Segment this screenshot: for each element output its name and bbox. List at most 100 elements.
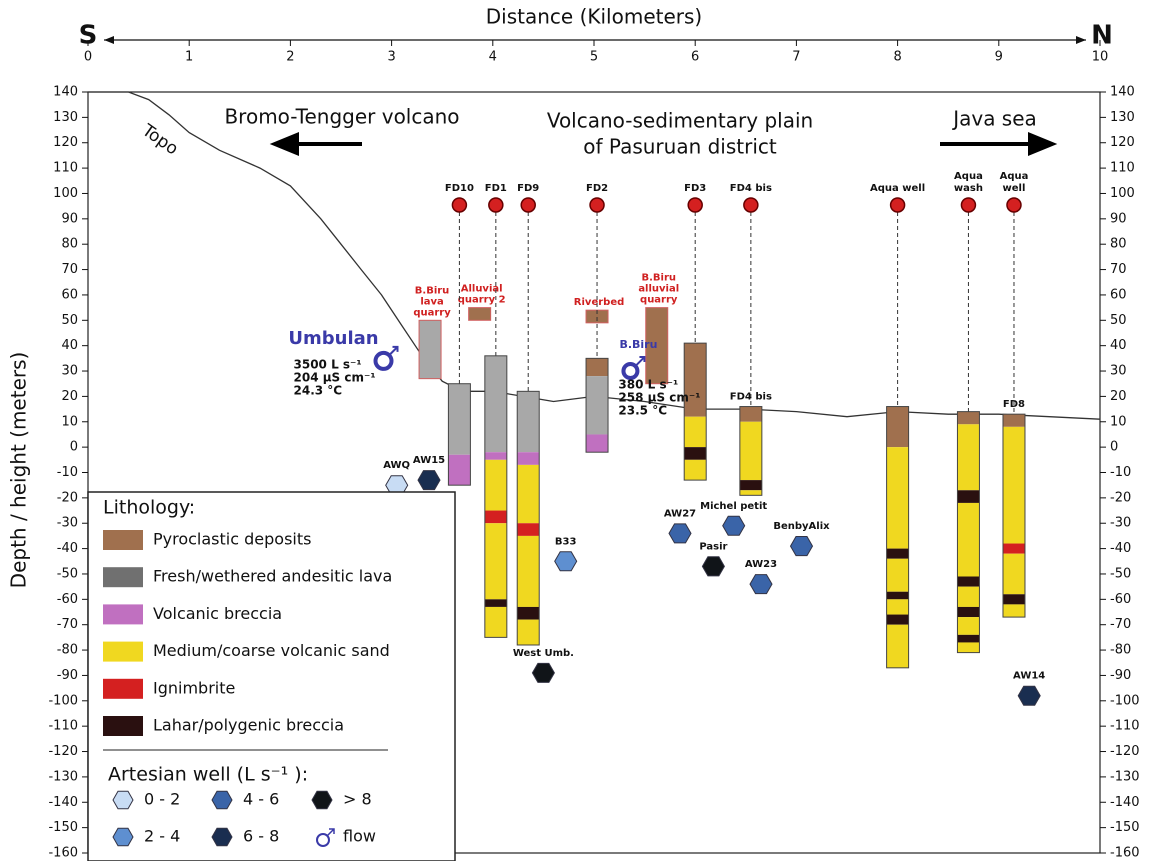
layer (586, 434, 609, 453)
layer (957, 411, 980, 425)
legend-hex (211, 790, 233, 810)
y-tick-label: -100 (48, 693, 78, 708)
legend-hex (311, 790, 333, 810)
layer (886, 614, 909, 625)
well-label: Pasir (699, 541, 727, 552)
legend-hex (112, 790, 134, 810)
layer (1002, 553, 1025, 595)
y2-tick-label: 30 (1110, 364, 1127, 379)
y-tick-label: 70 (61, 262, 78, 277)
spring-info: 23.5 °C (618, 404, 667, 418)
well-label: B33 (555, 536, 577, 547)
borehole-marker (889, 197, 906, 213)
y-tick-label: 80 (61, 237, 78, 252)
layer (517, 606, 540, 620)
layer (684, 447, 707, 460)
y-tick-label: -90 (57, 668, 78, 683)
borehole-outline (886, 406, 910, 669)
layer (1002, 604, 1025, 618)
well-marker (1017, 685, 1041, 706)
column-label: FD8 (1003, 399, 1025, 410)
borehole-outline (739, 406, 763, 496)
layer (684, 343, 707, 417)
borehole-label: Aqua (1000, 171, 1029, 182)
legend-hex (211, 827, 233, 847)
y2-tick-label: -110 (1110, 719, 1140, 734)
y-tick-label: 60 (61, 287, 78, 302)
layer (957, 617, 980, 635)
x-tick-label: 10 (1092, 50, 1109, 65)
y-tick-label: 110 (53, 161, 78, 176)
annotation: Bromo-Tengger volcano (224, 105, 459, 129)
spring-marker (373, 350, 394, 371)
borehole-label: FD3 (684, 183, 706, 194)
layer (484, 452, 507, 460)
layer (739, 490, 762, 496)
layer (957, 606, 980, 618)
y2-tick-label: 20 (1110, 389, 1127, 404)
x-tick-label: 7 (792, 50, 800, 65)
y2-tick-label: -30 (1110, 516, 1131, 531)
sample-label: quarry 2 (458, 295, 506, 306)
x-tick-label: 0 (84, 50, 92, 65)
borehole-outline (1002, 413, 1026, 618)
layer (586, 358, 609, 377)
y2-tick-label: -50 (1110, 566, 1131, 581)
spring-info: 3500 L s⁻¹ (294, 357, 362, 371)
layer (684, 459, 707, 481)
borehole-marker (520, 197, 536, 213)
y-tick-label: 10 (61, 414, 78, 429)
x-tick-label: 6 (691, 50, 699, 65)
layer (886, 591, 909, 600)
legend-title: Lithology: (103, 497, 195, 519)
borehole-marker (488, 197, 504, 213)
spring-marker (621, 362, 640, 381)
y2-tick-label: -160 (1110, 846, 1140, 861)
spring-info: 380 L s⁻¹ (618, 378, 678, 392)
y-tick-label: 40 (61, 338, 78, 353)
y-tick-label: -30 (57, 516, 78, 531)
y2-tick-label: 130 (1110, 110, 1135, 125)
borehole-outline (447, 383, 471, 486)
sample-label: lava (420, 296, 443, 307)
legend-hex (112, 827, 134, 847)
spring-name: B.Biru (619, 338, 657, 351)
arrow (940, 132, 1058, 156)
layer (957, 502, 980, 577)
legend-swatch (103, 567, 143, 588)
y2-tick-label: -90 (1110, 668, 1131, 683)
y-tick-label: -50 (57, 566, 78, 581)
spring-info: 258 µS cm⁻¹ (618, 391, 700, 405)
y-tick-label: -60 (57, 592, 78, 607)
x-end-label: N (1091, 21, 1113, 51)
y2-tick-label: 110 (1110, 161, 1135, 176)
sample-label: quarry (413, 307, 451, 318)
layer (739, 406, 762, 422)
borehole-label: FD4 bis (730, 183, 772, 194)
y-tick-label: 90 (61, 211, 78, 226)
layer (484, 523, 507, 600)
layer (886, 624, 909, 668)
borehole-outline (484, 355, 508, 638)
legend-label: > 8 (343, 790, 372, 809)
well-marker (668, 523, 692, 544)
spring-info: 204 µS cm⁻¹ (294, 370, 376, 384)
x-axis-label: Distance (Kilometers) (486, 5, 702, 29)
spring-arrow (388, 345, 399, 356)
layer (957, 576, 980, 587)
layer (684, 416, 707, 448)
y-tick-label: 100 (53, 186, 78, 201)
spring-name: Umbulan (288, 328, 378, 349)
y2-tick-label: 70 (1110, 262, 1127, 277)
sample-box (468, 307, 492, 321)
layer (886, 447, 909, 549)
borehole-label: FD2 (586, 183, 608, 194)
layer (517, 523, 540, 536)
layer (517, 619, 540, 645)
well-marker (554, 551, 578, 572)
layer (1002, 594, 1025, 605)
legend-label: 0 - 2 (144, 790, 180, 809)
borehole-outline (956, 411, 980, 654)
borehole-outline (683, 342, 707, 481)
